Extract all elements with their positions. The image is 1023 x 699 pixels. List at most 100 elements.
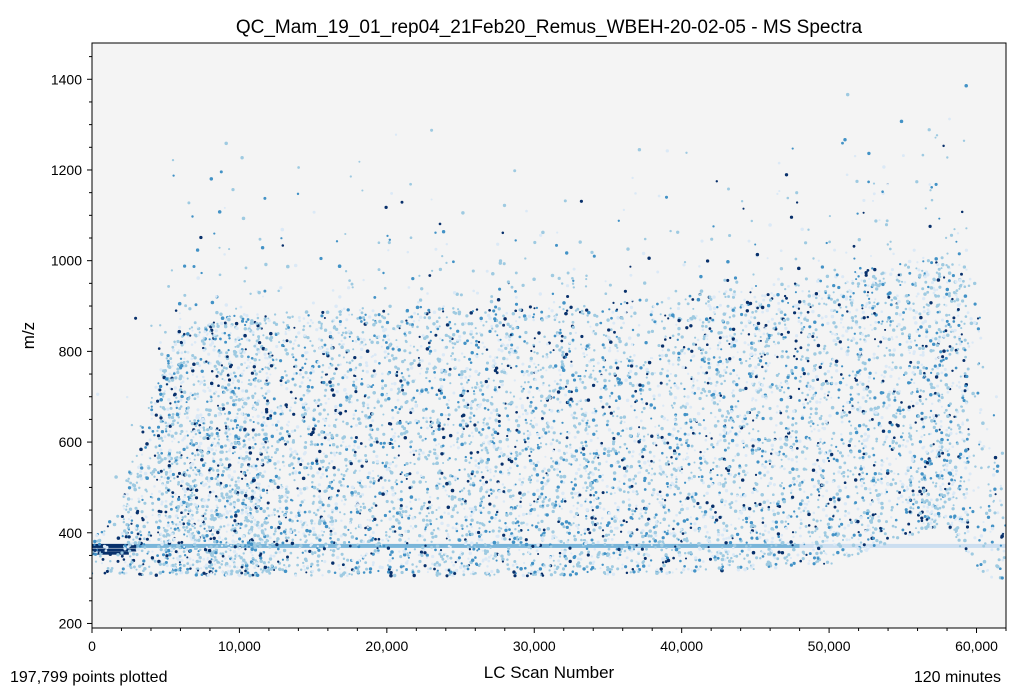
scatter-point <box>502 500 506 503</box>
scatter-point <box>639 392 643 395</box>
scatter-point <box>514 302 519 306</box>
scatter-point <box>299 491 303 495</box>
scatter-point <box>377 549 380 552</box>
scatter-point <box>422 504 426 507</box>
scatter-point <box>310 574 313 577</box>
scatter-point <box>159 436 163 440</box>
scatter-point <box>635 560 638 564</box>
scatter-point <box>872 526 875 529</box>
scatter-point <box>315 328 319 332</box>
scatter-point <box>793 512 796 515</box>
scatter-point <box>632 480 635 483</box>
scatter-point <box>666 418 669 422</box>
scatter-point <box>592 365 595 368</box>
scatter-point <box>130 423 134 427</box>
scatter-point <box>863 327 866 330</box>
scatter-point <box>235 395 238 398</box>
scatter-point <box>858 533 862 537</box>
scatter-point <box>663 530 667 534</box>
scatter-point <box>167 433 171 437</box>
scatter-point <box>430 531 434 536</box>
scatter-point <box>844 486 848 489</box>
scatter-point <box>159 324 162 327</box>
scatter-point <box>866 315 870 319</box>
scatter-point <box>778 384 782 388</box>
scatter-point <box>384 461 389 465</box>
scatter-point <box>826 321 830 326</box>
scatter-point <box>421 535 424 538</box>
scatter-point <box>745 553 750 557</box>
scatter-point <box>505 357 509 361</box>
scatter-point <box>693 449 696 452</box>
scatter-point <box>761 550 764 554</box>
scatter-point <box>819 437 823 441</box>
scatter-point <box>676 443 679 446</box>
scatter-point <box>172 546 176 550</box>
scatter-point <box>840 472 843 475</box>
scatter-point <box>780 354 784 359</box>
scatter-point <box>801 557 805 561</box>
scatter-point <box>431 431 435 436</box>
scatter-point <box>234 338 237 341</box>
scatter-point <box>380 519 383 522</box>
scatter-point <box>853 456 856 459</box>
scatter-point <box>445 529 448 533</box>
scatter-point <box>429 416 432 420</box>
scatter-point <box>324 468 328 472</box>
scatter-point <box>329 451 333 455</box>
scatter-point <box>803 325 806 329</box>
scatter-point <box>809 425 812 428</box>
scatter-point <box>908 307 912 311</box>
scatter-point <box>394 133 398 136</box>
scatter-point <box>171 495 174 498</box>
scatter-point <box>231 488 234 491</box>
scatter-point <box>726 260 730 264</box>
scatter-point <box>804 277 808 281</box>
scatter-point <box>500 527 503 530</box>
scatter-point <box>138 544 142 548</box>
scatter-point <box>768 406 772 411</box>
scatter-point <box>239 556 243 560</box>
scatter-point <box>252 420 255 424</box>
scatter-point <box>979 408 983 412</box>
scatter-point <box>836 336 840 341</box>
scatter-point <box>813 339 816 342</box>
scatter-point <box>243 327 248 331</box>
scatter-point <box>209 177 214 181</box>
scatter-point <box>569 331 572 335</box>
scatter-point <box>268 571 272 575</box>
scatter-point <box>265 379 268 382</box>
scatter-point <box>586 320 590 324</box>
scatter-point <box>162 526 165 529</box>
scatter-point <box>523 340 526 343</box>
scatter-point <box>504 402 507 405</box>
scatter-point <box>472 414 476 417</box>
scatter-point <box>673 396 678 400</box>
scatter-point <box>846 475 850 478</box>
scatter-point <box>747 560 752 564</box>
scatter-point <box>385 499 389 504</box>
scatter-point <box>624 544 627 547</box>
scatter-point <box>918 486 921 489</box>
scatter-point <box>590 567 593 571</box>
scatter-point <box>864 283 867 287</box>
scatter-point <box>589 325 592 328</box>
scatter-point <box>934 357 938 361</box>
scatter-point <box>616 432 620 436</box>
scatter-point <box>423 564 427 568</box>
scatter-point <box>334 418 338 422</box>
scatter-point <box>837 498 841 502</box>
scatter-point <box>166 353 170 358</box>
scatter-point <box>298 385 302 388</box>
scatter-point <box>841 141 844 145</box>
scatter-point <box>465 381 469 384</box>
scatter-point <box>562 458 566 462</box>
scatter-point <box>405 308 410 313</box>
scatter-point <box>584 498 588 501</box>
scatter-point <box>769 501 772 505</box>
scatter-point <box>245 562 248 565</box>
scatter-point <box>618 488 623 492</box>
scatter-point <box>821 469 825 473</box>
scatter-point <box>780 492 784 496</box>
scatter-point <box>274 474 279 479</box>
